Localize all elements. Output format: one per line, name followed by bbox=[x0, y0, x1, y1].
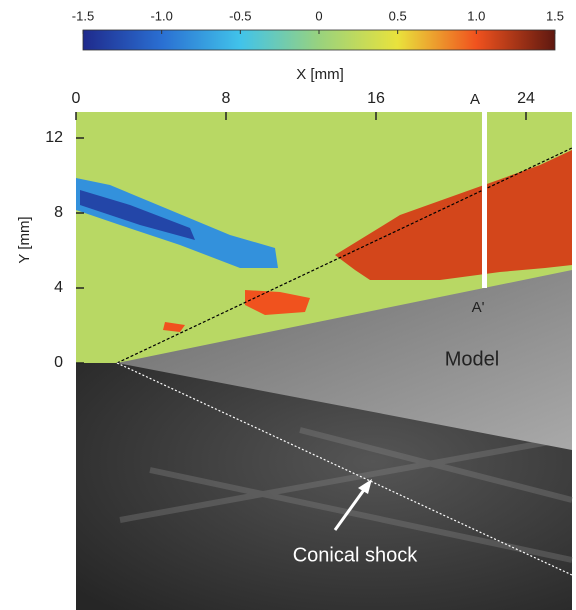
x-tick-label: 0 bbox=[72, 90, 81, 107]
y-tick-label: 12 bbox=[45, 129, 63, 146]
field-region bbox=[76, 178, 278, 268]
annotation: A bbox=[470, 91, 480, 108]
shock-streaks bbox=[119, 427, 573, 563]
annotation: Model bbox=[445, 348, 499, 370]
x-tick-label: 16 bbox=[367, 90, 385, 107]
colorbar-tick-label: 0 bbox=[315, 8, 322, 23]
x-tick-label: 24 bbox=[517, 90, 535, 107]
section-line bbox=[482, 112, 487, 288]
colorbar-tick-label: -1.5 bbox=[72, 8, 94, 23]
shock-line bbox=[116, 147, 573, 364]
arrow bbox=[333, 486, 368, 531]
model bbox=[117, 270, 572, 450]
colorbar-tick-label: -1.0 bbox=[150, 8, 172, 23]
colorbar-tick-label: -0.5 bbox=[229, 8, 251, 23]
x-tick-label: 8 bbox=[222, 90, 231, 107]
colorbar-tick-label: 1.0 bbox=[467, 8, 485, 23]
annotation: Conical shock bbox=[293, 544, 419, 566]
y-axis-label: Y [mm] bbox=[16, 216, 33, 263]
field-region bbox=[245, 290, 310, 315]
y-tick-label: 0 bbox=[54, 354, 63, 371]
colorbar-tick-label: 1.5 bbox=[546, 8, 564, 23]
x-axis-label: X [mm] bbox=[296, 66, 344, 83]
field-region bbox=[163, 322, 185, 332]
field-region bbox=[335, 150, 572, 280]
field-region bbox=[80, 190, 195, 240]
y-tick-label: 4 bbox=[54, 279, 63, 296]
annotation: A' bbox=[472, 299, 485, 316]
colorbar-tick-label: 0.5 bbox=[389, 8, 407, 23]
y-tick-label: 8 bbox=[54, 204, 63, 221]
arrow-head bbox=[358, 479, 372, 494]
